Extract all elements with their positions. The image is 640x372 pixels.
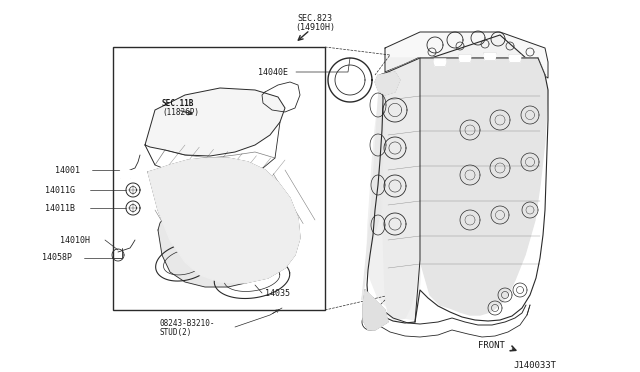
Text: 14011B: 14011B (45, 203, 75, 212)
Polygon shape (375, 72, 400, 95)
Polygon shape (367, 48, 420, 320)
Text: STUD(2): STUD(2) (160, 327, 193, 337)
Bar (113, 47, 325, 310)
Polygon shape (363, 290, 388, 330)
Polygon shape (362, 72, 388, 300)
Polygon shape (434, 59, 446, 66)
Text: 14058P: 14058P (42, 253, 72, 263)
Text: J140033T: J140033T (513, 360, 557, 369)
Text: 14001: 14001 (55, 166, 80, 174)
Text: (14910H): (14910H) (295, 22, 335, 32)
Polygon shape (120, 170, 130, 178)
Text: 08243-B3210-: 08243-B3210- (160, 318, 216, 327)
Polygon shape (459, 55, 471, 62)
Polygon shape (385, 32, 548, 78)
Text: 14010H: 14010H (60, 235, 90, 244)
Text: SEC.823: SEC.823 (298, 13, 333, 22)
Polygon shape (380, 35, 545, 75)
Text: 14040E: 14040E (258, 67, 288, 77)
Text: 14011G: 14011G (45, 186, 75, 195)
Polygon shape (158, 193, 280, 287)
Text: FRONT: FRONT (478, 340, 505, 350)
Text: SEC.11B: SEC.11B (162, 99, 195, 108)
Polygon shape (484, 53, 496, 60)
Polygon shape (148, 158, 300, 283)
Text: (11826P): (11826P) (162, 108, 199, 116)
Polygon shape (420, 58, 548, 315)
Text: 14035: 14035 (265, 289, 290, 298)
Polygon shape (145, 88, 285, 156)
Polygon shape (509, 55, 521, 62)
Polygon shape (382, 58, 420, 320)
